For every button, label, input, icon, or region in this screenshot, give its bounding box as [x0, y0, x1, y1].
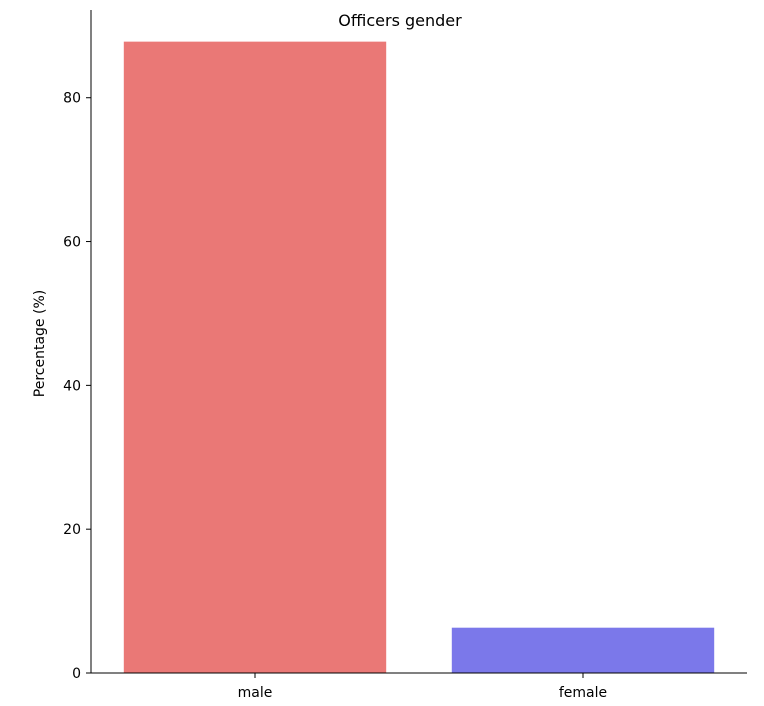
y-tick-label: 60: [63, 235, 81, 251]
y-tick-label: 40: [63, 378, 81, 394]
y-axis-ticks: 0 20 40 60 80: [63, 91, 91, 682]
chart-title: Officers gender: [338, 11, 462, 30]
bar-male: [123, 41, 387, 674]
y-axis-label: Percentage (%): [32, 290, 48, 397]
y-tick-label: 0: [72, 666, 81, 682]
bar-female: [451, 627, 715, 673]
x-tick-label: female: [559, 685, 607, 701]
y-tick-label: 20: [63, 522, 81, 538]
y-tick-label: 80: [63, 91, 81, 107]
bars-group: [123, 41, 715, 674]
x-axis-ticks: male female: [238, 673, 607, 701]
x-tick-label: male: [238, 685, 273, 701]
